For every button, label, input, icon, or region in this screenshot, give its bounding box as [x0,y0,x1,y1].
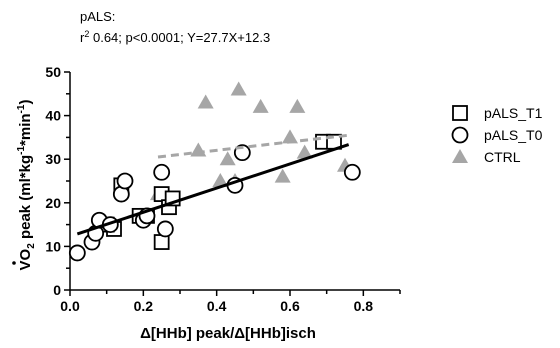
annotation-line-2: r2 0.64; p<0.0001; Y=27.7X+12.3 [80,29,270,45]
data-point-pals-t0 [68,244,86,262]
x-tick-label: 0.2 [134,298,154,314]
x-tick-label: 0.0 [60,298,80,314]
y-tick-label: 30 [45,151,61,167]
y-tick-label: 10 [45,238,61,254]
data-point-pals-t0 [156,220,174,238]
data-point-ctrl [282,129,298,144]
annotation-r-squared-sup: 2 [84,29,89,39]
annotation-stats: 0.64; p<0.0001; Y=27.7X+12.3 [89,30,270,45]
legend-label-ctrl: CTRL [484,149,521,165]
annotation-r: r [80,30,85,45]
x-tick-label: 0.4 [207,298,227,314]
x-tick-label: 0.8 [354,298,374,314]
legend-marker-pals-t0 [451,126,469,144]
data-point-ctrl [230,81,247,96]
data-point-ctrl [212,173,229,187]
annotation-line-1: pALS: [80,9,115,24]
y-tick-label: 50 [45,64,61,80]
data-point-ctrl [252,98,269,113]
svg-text:VO2 peak (ml*kg-1*min-1): VO2 peak (ml*kg-1*min-1) [16,100,37,271]
x-tick-label: 0.6 [280,298,300,314]
legend-label-pals-t0: pALS_T0 [484,127,543,143]
x-axis-label: Δ[HHb] peak/Δ[HHb]isch [140,325,316,342]
data-point-pals-t0 [343,163,361,181]
fit-line-ctrl [157,133,349,159]
y-axis-label: VO2 peak (ml*kg-1*min-1) [12,100,37,271]
y-tick-label: 0 [53,282,61,298]
data-point-ctrl [219,151,236,166]
y-tick-label: 40 [45,108,61,124]
data-point-ctrl [289,98,306,113]
data-point-pals-t0 [116,172,134,190]
data-point-ctrl [190,142,207,157]
y-tick-label: 20 [45,195,61,211]
data-point-ctrl [197,94,214,109]
legend-marker-pals-t1 [452,105,468,121]
data-point-pals-t0 [153,163,171,181]
fit-line-pals [76,143,350,236]
data-point-ctrl [296,144,313,159]
data-point-ctrl [274,168,291,183]
legend-marker-ctrl [452,149,468,163]
vo2-dot-accent [12,261,16,265]
legend-label-pals-t1: pALS_T1 [484,105,543,121]
